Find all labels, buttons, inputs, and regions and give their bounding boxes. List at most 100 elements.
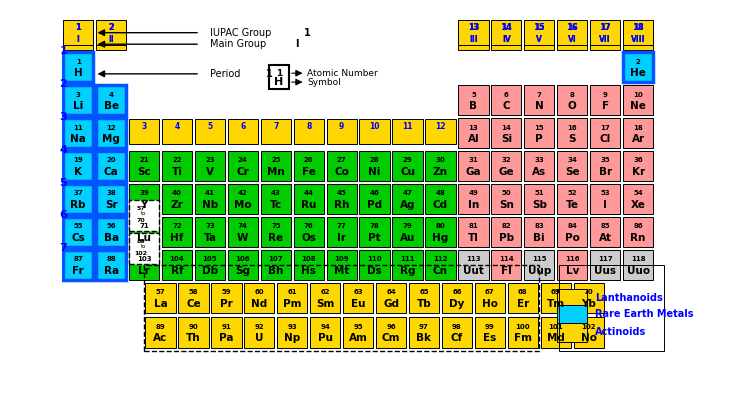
Text: Si: Si bbox=[500, 134, 512, 144]
Text: Tl: Tl bbox=[468, 233, 479, 243]
FancyBboxPatch shape bbox=[557, 323, 587, 341]
Text: Ru: Ru bbox=[301, 200, 316, 210]
FancyBboxPatch shape bbox=[145, 283, 176, 313]
Text: 1: 1 bbox=[304, 28, 311, 38]
Text: C: C bbox=[503, 101, 510, 111]
Text: IV: IV bbox=[502, 35, 511, 44]
Text: Uup: Uup bbox=[528, 266, 551, 276]
Text: P: P bbox=[536, 134, 543, 144]
Text: 31: 31 bbox=[469, 158, 478, 164]
Text: I: I bbox=[77, 35, 79, 44]
FancyBboxPatch shape bbox=[63, 52, 93, 82]
FancyBboxPatch shape bbox=[359, 184, 390, 214]
FancyBboxPatch shape bbox=[277, 317, 308, 347]
FancyBboxPatch shape bbox=[376, 317, 406, 347]
Text: Sm: Sm bbox=[316, 299, 334, 309]
Text: Md: Md bbox=[547, 333, 565, 343]
Text: Np: Np bbox=[284, 333, 300, 343]
Text: Rb: Rb bbox=[71, 200, 86, 210]
Text: 29: 29 bbox=[403, 158, 412, 164]
FancyBboxPatch shape bbox=[524, 118, 554, 148]
Text: Ne: Ne bbox=[630, 101, 646, 111]
Text: 1: 1 bbox=[76, 59, 81, 64]
FancyBboxPatch shape bbox=[590, 151, 620, 181]
Text: 5: 5 bbox=[60, 178, 67, 187]
FancyBboxPatch shape bbox=[63, 250, 93, 280]
Text: Rh: Rh bbox=[334, 200, 350, 210]
Text: Pm: Pm bbox=[283, 299, 302, 309]
FancyBboxPatch shape bbox=[590, 85, 620, 115]
Text: Gd: Gd bbox=[383, 299, 399, 309]
Text: II: II bbox=[108, 35, 114, 44]
Text: Yb: Yb bbox=[581, 299, 596, 309]
Text: Actinoids: Actinoids bbox=[595, 328, 646, 338]
Text: Y: Y bbox=[141, 200, 148, 210]
Text: Mn: Mn bbox=[267, 167, 285, 177]
Text: 12: 12 bbox=[106, 125, 116, 131]
Text: Ga: Ga bbox=[466, 167, 481, 177]
Text: 85: 85 bbox=[601, 223, 610, 229]
Text: Fl: Fl bbox=[501, 266, 512, 276]
Text: 118: 118 bbox=[631, 256, 645, 262]
Text: Ta: Ta bbox=[203, 233, 216, 243]
Text: 89: 89 bbox=[155, 324, 166, 330]
Text: I: I bbox=[77, 35, 79, 44]
Text: 58: 58 bbox=[188, 289, 198, 295]
Text: 79: 79 bbox=[403, 223, 412, 229]
Text: 86: 86 bbox=[633, 223, 643, 229]
FancyBboxPatch shape bbox=[459, 184, 489, 214]
Text: U: U bbox=[255, 333, 263, 343]
FancyBboxPatch shape bbox=[408, 283, 439, 313]
Text: 77: 77 bbox=[337, 223, 347, 229]
FancyBboxPatch shape bbox=[623, 184, 654, 214]
Text: Eu: Eu bbox=[351, 299, 365, 309]
FancyBboxPatch shape bbox=[129, 233, 159, 263]
FancyBboxPatch shape bbox=[623, 85, 654, 115]
FancyBboxPatch shape bbox=[227, 119, 258, 144]
Text: 4: 4 bbox=[109, 92, 113, 98]
FancyBboxPatch shape bbox=[96, 151, 127, 181]
Text: 15: 15 bbox=[534, 23, 545, 32]
FancyBboxPatch shape bbox=[475, 317, 505, 347]
FancyBboxPatch shape bbox=[590, 250, 620, 280]
Text: Uuo: Uuo bbox=[626, 266, 650, 276]
FancyBboxPatch shape bbox=[508, 283, 538, 313]
Text: Ac: Ac bbox=[153, 333, 168, 343]
Text: 94: 94 bbox=[320, 324, 330, 330]
Text: Period: Period bbox=[210, 69, 240, 79]
Text: 17: 17 bbox=[599, 23, 611, 32]
Text: 6: 6 bbox=[240, 122, 246, 131]
Text: Li: Li bbox=[73, 101, 83, 111]
Text: Cr: Cr bbox=[236, 167, 250, 177]
Text: 61: 61 bbox=[288, 289, 297, 295]
FancyBboxPatch shape bbox=[244, 317, 275, 347]
Text: 5: 5 bbox=[471, 92, 475, 98]
Text: Db: Db bbox=[202, 266, 218, 276]
FancyBboxPatch shape bbox=[392, 217, 422, 247]
FancyBboxPatch shape bbox=[294, 119, 324, 144]
Text: 68: 68 bbox=[518, 289, 528, 295]
Text: 33: 33 bbox=[534, 158, 544, 164]
Text: VII: VII bbox=[599, 35, 611, 44]
FancyBboxPatch shape bbox=[540, 317, 571, 347]
Text: Pa: Pa bbox=[219, 333, 233, 343]
Text: 1: 1 bbox=[76, 23, 81, 32]
Text: Lv: Lv bbox=[565, 266, 579, 276]
FancyBboxPatch shape bbox=[162, 250, 192, 280]
FancyBboxPatch shape bbox=[359, 250, 390, 280]
Text: 53: 53 bbox=[601, 190, 610, 196]
FancyBboxPatch shape bbox=[557, 250, 587, 280]
FancyBboxPatch shape bbox=[392, 151, 422, 181]
Text: to: to bbox=[141, 244, 146, 249]
Text: Main Group: Main Group bbox=[210, 39, 266, 49]
FancyBboxPatch shape bbox=[491, 85, 522, 115]
Text: Ni: Ni bbox=[369, 167, 381, 177]
Text: 88: 88 bbox=[106, 256, 116, 262]
FancyBboxPatch shape bbox=[327, 184, 357, 214]
Text: Uus: Uus bbox=[594, 266, 616, 276]
Text: B: B bbox=[470, 101, 478, 111]
Text: 111: 111 bbox=[400, 256, 415, 262]
FancyBboxPatch shape bbox=[129, 200, 159, 230]
Text: Ar: Ar bbox=[631, 134, 645, 144]
Text: Ir: Ir bbox=[337, 233, 346, 243]
